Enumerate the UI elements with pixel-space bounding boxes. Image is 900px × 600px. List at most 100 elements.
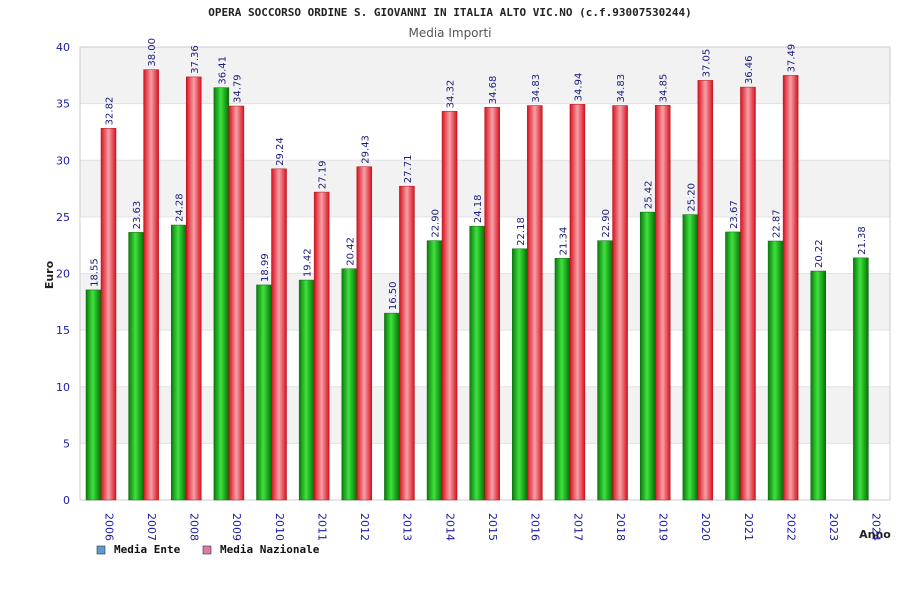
data-label: 34.68 [488,76,499,105]
x-tick-label: 2015 [486,513,499,541]
y-tick-label: 30 [56,154,70,167]
bar-media-nazionale-2008 [186,76,202,501]
y-tick-label: 15 [56,324,70,337]
data-label: 22.90 [601,209,612,238]
data-label: 34.94 [573,73,584,102]
x-tick-label: 2021 [742,513,755,541]
data-label: 29.43 [360,135,371,164]
bar-media-nazionale-2022 [782,75,799,501]
data-label: 38.00 [147,38,158,67]
bar-media-ente-2011 [298,279,315,501]
bar-media-nazionale-2019 [654,105,671,501]
y-tick-label: 5 [63,437,70,450]
y-tick-label: 35 [56,98,70,111]
bar-media-ente-2009 [213,87,230,501]
data-label: 22.90 [431,209,442,238]
bar-media-nazionale-2006 [100,128,117,501]
bar-media-ente-2017 [554,258,571,501]
x-tick-label: 2016 [529,513,542,541]
data-label: 37.49 [787,44,798,73]
data-label: 34.32 [446,80,457,109]
bar-media-ente-2015 [469,225,485,501]
data-label: 24.18 [473,195,484,224]
bar-media-ente-2006 [85,289,102,501]
x-tick-label: 2013 [401,513,414,541]
bar-media-ente-2016 [512,248,528,501]
legend-label-media-nazionale: Media Nazionale [220,543,320,556]
bar-media-nazionale-2012 [356,166,373,501]
bar-media-nazionale-2011 [313,191,330,501]
data-label: 19.42 [303,248,314,277]
legend-swatch-media-nazionale [202,545,212,555]
y-tick-label: 20 [56,268,70,281]
bar-media-nazionale-2015 [484,106,500,501]
data-label: 36.46 [744,55,755,84]
x-tick-label: 2022 [784,513,797,541]
data-label: 22.87 [772,209,783,238]
bar-media-ente-2010 [256,284,272,501]
bar-media-ente-2018 [597,240,613,501]
x-tick-label: 2009 [230,513,243,541]
bars-group: 18.55 32.82 23.63 38.00 24.28 37.36 36.41 34.79… [85,38,869,501]
y-tick-label: 40 [56,41,70,54]
bar-media-ente-2022 [767,240,784,501]
bar-media-nazionale-2010 [271,168,287,501]
bar-media-ente-2023 [810,270,826,501]
data-label: 25.20 [686,183,697,212]
data-label: 27.71 [403,155,414,184]
legend-swatch-media-ente [96,545,106,555]
bar-media-ente-2020 [682,214,699,501]
chart-title: OPERA SOCCORSO ORDINE S. GIOVANNI IN ITA… [208,6,691,19]
data-label: 18.99 [260,253,271,282]
x-tick-label: 2012 [358,513,371,541]
x-tick-label: 2010 [273,513,286,541]
legend: Media Ente Media Nazionale [96,543,320,556]
chart-subtitle: Media Importi [408,26,491,40]
bar-media-nazionale-2016 [527,105,543,501]
data-label: 29.24 [275,137,286,166]
x-tick-label: 2020 [699,513,712,541]
data-label: 21.34 [558,227,569,256]
data-label: 20.22 [814,239,825,268]
bar-media-nazionale-2009 [228,105,245,501]
y-tick-label: 10 [56,381,70,394]
y-axis-label: Euro [43,260,56,289]
bar-media-ente-2013 [384,312,400,501]
y-tick-label: 25 [56,211,70,224]
x-tick-label: 2017 [571,513,584,541]
y-axis-ticks: 0 5 10 15 20 25 30 35 40 [56,41,70,507]
x-tick-label: 2011 [315,513,328,541]
legend-label-media-ente: Media Ente [114,543,181,556]
x-tick-label: 2006 [102,513,115,541]
bar-media-nazionale-2013 [399,185,415,501]
data-label: 25.42 [644,180,655,209]
x-tick-label: 2024 [870,513,883,541]
bar-media-nazionale-2007 [143,69,159,501]
data-label: 32.82 [105,97,116,126]
bar-media-nazionale-2018 [612,105,628,501]
bar-media-ente-2024 [853,257,869,501]
bar-media-nazionale-2014 [441,111,458,501]
data-label: 34.79 [232,74,243,103]
x-axis-ticks: 2006 2007 2008 2009 2010 2011 2012 2013 2014 2015… [102,513,882,541]
x-tick-label: 2008 [188,513,201,541]
data-label: 27.19 [318,160,329,189]
bar-media-ente-2007 [128,232,144,501]
data-label: 24.28 [175,193,186,222]
x-tick-label: 2014 [443,513,456,541]
data-label: 34.83 [531,74,542,103]
bar-media-ente-2019 [639,211,656,501]
bar-media-ente-2008 [171,224,187,501]
data-label: 23.67 [729,200,740,229]
x-tick-label: 2023 [827,513,840,541]
data-label: 16.50 [388,281,399,310]
data-label: 21.38 [857,226,868,255]
data-label: 22.18 [516,217,527,246]
x-tick-label: 2019 [657,513,670,541]
data-label: 20.42 [345,237,356,266]
data-label: 23.63 [132,201,143,230]
bar-media-nazionale-2017 [569,104,586,501]
data-label: 18.55 [90,258,101,287]
bar-media-ente-2012 [341,268,358,501]
